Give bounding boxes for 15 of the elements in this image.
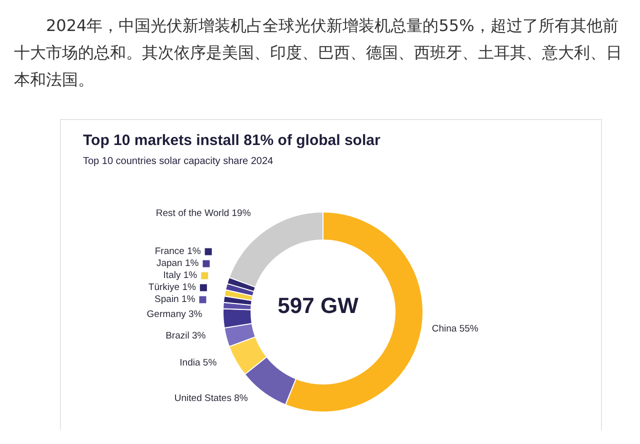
- slice-label: China 55%: [432, 323, 479, 334]
- legend-label: Spain 1%: [154, 294, 196, 306]
- legend-label: Japan 1%: [156, 258, 200, 270]
- slice-label: United States 8%: [174, 392, 248, 404]
- slice-label: Rest of the World 19%: [156, 208, 252, 219]
- text: 597 GW: [276, 293, 360, 319]
- legend-label: Türkiye 1%: [148, 282, 196, 294]
- slice-label: Germany 3%: [146, 308, 203, 320]
- slice-label: India 5%: [180, 357, 218, 368]
- chart-subtitle: Top 10 countries solar capacity share 2024: [83, 156, 274, 167]
- legend-label: Italy 1%: [163, 270, 198, 282]
- text: 2024年，中国光伏新增装机占全球光伏新增装机总量的55%，超过了所有其他前十大市场的总和。其次依序是美国、印度、巴西、德国、西班牙、土耳其、意大利、日本和法国。: [13, 15, 623, 91]
- legend-label: France 1%: [154, 246, 202, 258]
- chart-title: Top 10 markets install 81% of global solar: [83, 132, 382, 149]
- slice-label: Brazil 3%: [166, 330, 206, 342]
